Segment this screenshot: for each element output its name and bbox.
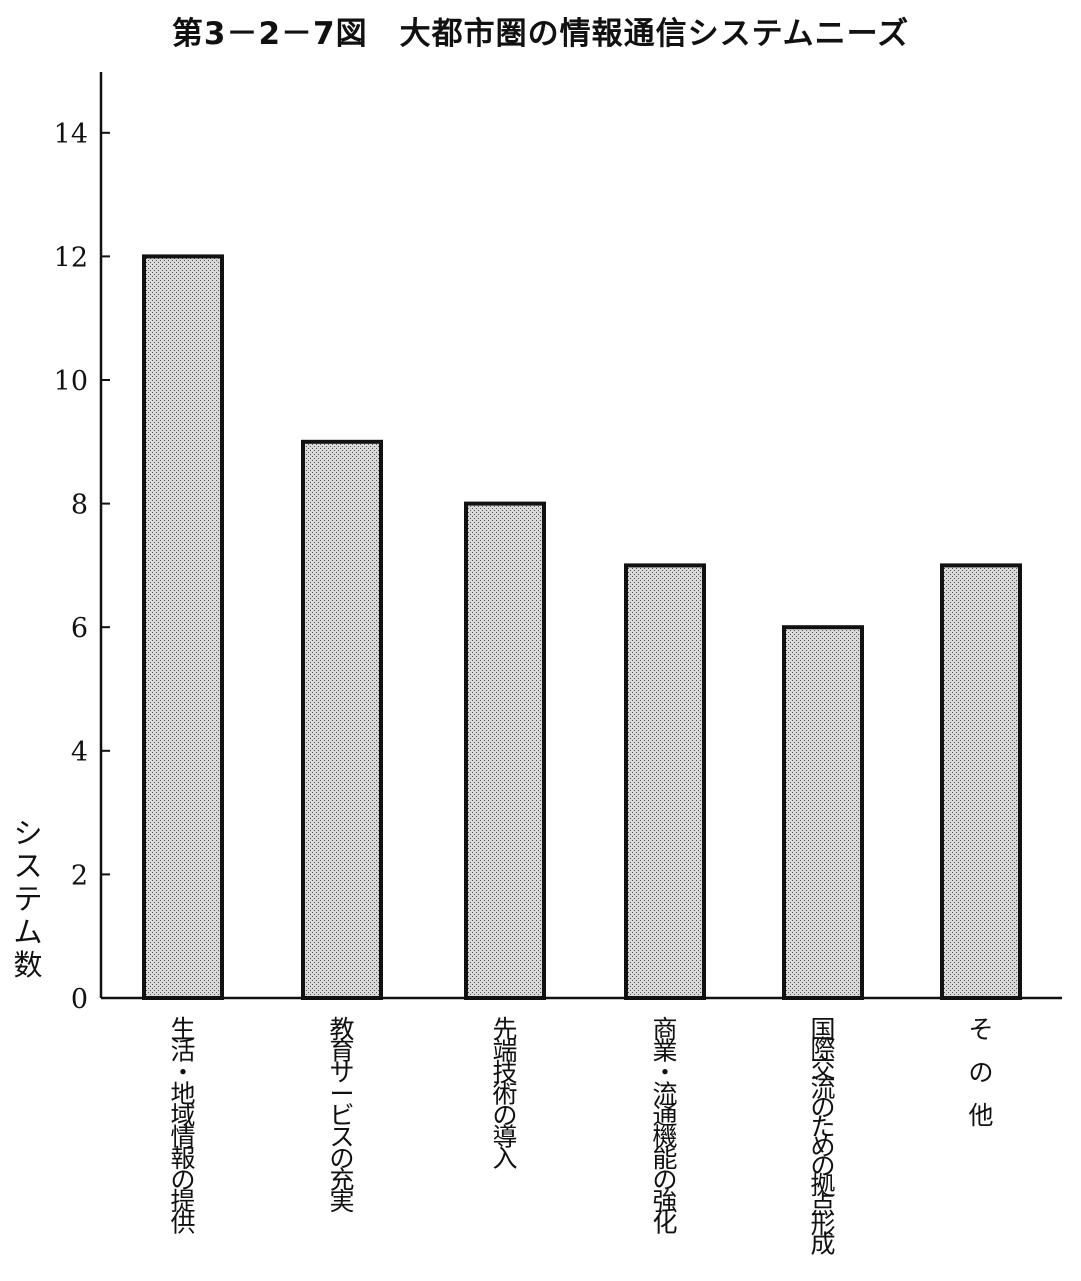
y-tick-label: 8 [71,490,88,521]
category-label-5: 国際交流のための拠点形成 [810,1015,835,1259]
bar-6 [940,563,1022,1001]
labels: 0 2 4 6 8 10 12 14 生活・地域情報の提供 教育サービスの充実 先端技術の導入 商業・… [13,119,993,1259]
bar-5 [782,625,864,1000]
bar-1 [142,254,224,1000]
category-label-3: 先端技術の導入 [492,1015,517,1173]
y-tick-label: 12 [54,242,88,273]
y-tick-label: 0 [71,984,88,1015]
bar-2 [301,439,383,1000]
category-label-text: そ の 他 [968,1015,993,1130]
y-tick-label: 2 [71,860,88,891]
category-label-text: 国際交流のための拠点形成 [810,1015,835,1259]
category-label-6: そ の 他 [968,1015,993,1130]
bars [142,254,1022,1001]
category-label-text: 先端技術の導入 [492,1015,517,1173]
bar-4 [624,563,706,1001]
y-tick-label: 4 [71,737,88,768]
category-label-1: 生活・地域情報の提供 [170,1015,195,1238]
y-tick-label: 14 [54,119,88,150]
category-label-4: 商業・流通機能の強化 [652,1015,677,1238]
chart-title: 第3－2－7図 大都市圏の情報通信システムニーズ [171,16,910,52]
category-label-text: 教育サービスの充実 [329,1015,354,1216]
category-label-2: 教育サービスの充実 [329,1015,354,1216]
y-tick-label: 10 [54,366,88,397]
bar-3 [464,501,546,1000]
category-label-text: 商業・流通機能の強化 [652,1015,677,1238]
axes [99,72,1062,1000]
category-label-text: 生活・地域情報の提供 [170,1015,195,1238]
y-tick-label: 6 [71,613,88,644]
y-axis-label: システム数 [13,816,42,982]
